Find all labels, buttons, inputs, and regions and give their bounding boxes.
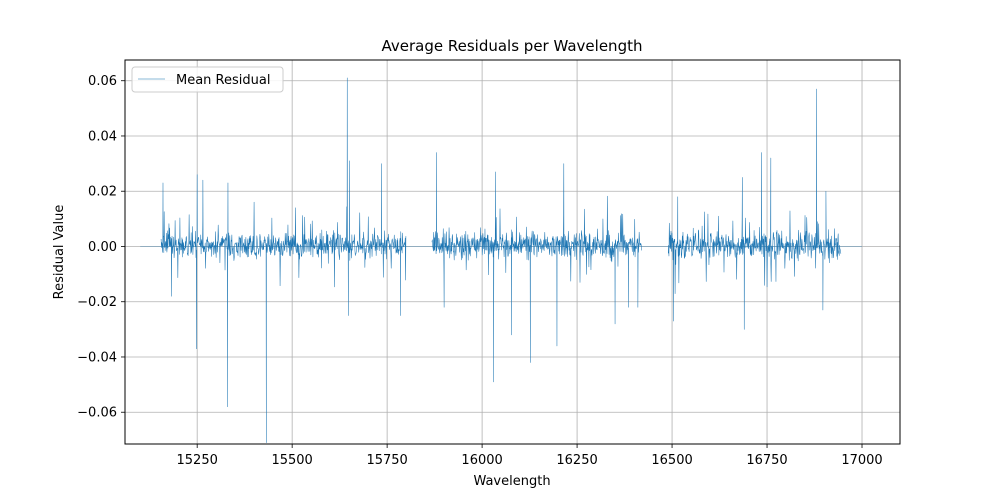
mean-residual-line-segment-3 [667,88,842,330]
chart-title: Average Residuals per Wavelength [382,37,643,55]
x-tick-label: 15750 [366,453,407,468]
mean-residual-line-segment-2 [431,152,642,383]
x-tick-label: 16500 [651,453,692,468]
y-tick-label: −0.02 [77,295,117,310]
y-tick-label: 0.00 [88,240,117,255]
data-layer [140,77,863,443]
plot-frame [124,59,901,445]
y-tick-label: −0.04 [77,350,117,365]
y-axis-label: Residual Value [52,205,67,300]
x-axis-ticks: 15250 15500 15750 16000 16250 16500 16750 17000 [177,444,883,468]
x-tick-label: 16250 [556,453,597,468]
legend-box [131,66,284,93]
x-tick-label: 16000 [461,453,502,468]
y-axis-ticks: −0.06 −0.04 −0.02 0.00 0.02 0.04 0.06 [77,74,125,421]
legend: Mean Residual [131,66,284,93]
y-tick-label: 0.04 [88,129,117,144]
y-tick-label: 0.06 [88,74,117,89]
legend-label-mean-residual: Mean Residual [176,73,270,88]
x-tick-label: 16750 [746,453,787,468]
x-tick-label: 15500 [271,453,312,468]
y-tick-label: 0.02 [88,185,117,200]
y-tick-label: −0.06 [77,406,117,421]
x-tick-label: 17000 [841,453,882,468]
grid-layer [125,60,900,444]
x-axis-label: Wavelength [473,474,550,489]
x-tick-label: 15250 [177,453,218,468]
mean-residual-line-segment-1 [160,77,407,443]
